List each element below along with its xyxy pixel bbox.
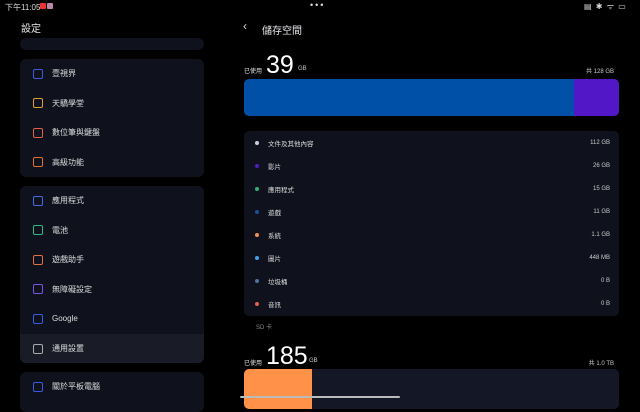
home-indicator[interactable] [240, 396, 400, 398]
learning-icon [33, 98, 43, 109]
sidebar-item[interactable]: 天驕學堂 [20, 89, 204, 118]
category-label: 應用程式 [268, 186, 294, 194]
category-label: 文件及其他內容 [268, 140, 314, 148]
sd-used-value: 185 [266, 342, 308, 370]
category-row[interactable]: 音訊 0 B [244, 292, 619, 315]
storage-usage-bar [244, 79, 619, 116]
sd-section-label: SD 卡 [256, 325, 273, 331]
sidebar-item-label: 高級功能 [52, 157, 84, 167]
category-row[interactable]: 應用程式 15 GB [244, 177, 619, 200]
used-unit: GB [298, 66, 307, 72]
view-icon [33, 68, 43, 79]
sidebar-item[interactable]: 電池 [20, 216, 204, 245]
sidebar-item[interactable]: 高級功能 [20, 148, 204, 177]
tablet-icon [33, 381, 43, 392]
accessibility-icon [33, 284, 43, 295]
category-size: 0 B [600, 277, 610, 284]
category-row[interactable]: 遊戲 11 GB [244, 200, 619, 223]
battery-icon [33, 225, 43, 236]
category-row[interactable]: 垃圾桶 0 B [244, 269, 619, 292]
total-capacity: 共 128 GB [585, 69, 614, 75]
sidebar-item[interactable]: 關於平板電腦 [20, 372, 204, 401]
advanced-icon [33, 157, 43, 168]
category-row[interactable]: 影片 26 GB [244, 154, 619, 177]
category-size: 11 GB [593, 208, 610, 215]
notification-icon [47, 3, 53, 9]
category-color-dot [255, 163, 259, 168]
category-label: 系統 [268, 232, 281, 240]
status-icons: ▤ ✱ ᯤ ▭ [584, 2, 627, 11]
category-color-dot [255, 232, 259, 237]
sidebar-title: 設定 [21, 24, 41, 35]
sidebar-group-3: 關於平板電腦 [20, 372, 204, 412]
sidebar-item-label: 通用設置 [52, 344, 84, 353]
category-color-dot [255, 278, 259, 283]
notification-icon [40, 3, 46, 9]
gamepad-icon [33, 254, 43, 265]
category-size: 15 GB [592, 185, 610, 192]
sidebar-item-label: 應用程式 [52, 196, 84, 205]
sidebar-item[interactable]: 通用設置 [20, 334, 204, 363]
category-row[interactable]: 圖片 448 MB [244, 246, 619, 269]
sidebar-item-label: 遊戲助手 [52, 255, 84, 265]
sidebar-item[interactable]: 數位筆與鍵盤 [20, 118, 204, 147]
usage-segment [244, 79, 574, 116]
category-label: 遊戲 [268, 209, 281, 217]
sd-used-unit: GB [309, 358, 318, 364]
category-color-dot [255, 209, 259, 214]
usage-segment [574, 79, 619, 116]
status-time: 下午11:05 [5, 3, 41, 12]
category-size: 112 GB [590, 139, 610, 146]
multiwindow-dots-icon[interactable]: ••• [310, 0, 326, 10]
sidebar-item[interactable]: 無障礙設定 [20, 275, 204, 304]
category-color-dot [255, 301, 259, 306]
google-icon [33, 313, 43, 324]
sd-usage-bar [244, 369, 619, 409]
sidebar-group-2: 應用程式電池遊戲助手無障礙設定 Google 通用設置 [20, 186, 204, 363]
category-color-dot [255, 255, 259, 260]
sidebar-item[interactable]: 應用程式 [20, 186, 204, 215]
used-label: 已使用 [244, 69, 263, 75]
category-label: 垃圾桶 [268, 278, 288, 286]
category-row[interactable]: 系統 1.1 GB [244, 223, 619, 246]
sidebar-item[interactable]: 遊戲助手 [20, 245, 204, 274]
pen-icon [33, 127, 43, 138]
category-size: 448 MB [589, 254, 610, 261]
sidebar-item[interactable]: Google [20, 304, 204, 333]
category-label: 圖片 [268, 255, 281, 263]
category-size: 0 B [600, 300, 610, 307]
back-button[interactable]: ‹ [243, 19, 247, 33]
sd-usage-fill [244, 369, 312, 409]
sd-used-label: 已使用 [244, 361, 263, 367]
sidebar-item-label: 數位筆與鍵盤 [52, 128, 100, 138]
sd-total-capacity: 共 1.0 TB [588, 361, 614, 367]
sidebar-item-label: 壹視界 [52, 69, 76, 78]
sidebar-item[interactable]: 壹視界 [20, 59, 204, 88]
category-row[interactable]: 文件及其他內容 112 GB [244, 131, 619, 154]
category-label: 音訊 [268, 301, 281, 309]
gear-icon [33, 343, 43, 354]
sidebar-item-label: 無障礙設定 [52, 284, 92, 294]
category-color-dot [255, 140, 259, 145]
sidebar-card-partial [20, 38, 204, 50]
sidebar-item-label: Google [52, 314, 78, 324]
category-size: 26 GB [592, 162, 610, 169]
category-label: 影片 [268, 163, 281, 171]
page-title: 儲存空間 [262, 26, 302, 37]
apps-icon [33, 195, 43, 206]
sidebar-item-label: 關於平板電腦 [52, 382, 100, 391]
sidebar-item-label: 電池 [52, 225, 68, 235]
category-size: 1.1 GB [591, 231, 610, 238]
category-list: 文件及其他內容 112 GB 影片 26 GB 應用程式 15 GB 遊戲 11 GB 系統 1.… [244, 131, 619, 316]
sidebar-group-1: 壹視界天驕學堂數位筆與鍵盤 高級功能 [20, 59, 204, 177]
used-value: 39 [266, 51, 294, 79]
category-color-dot [255, 186, 259, 191]
sidebar-item-label: 天驕學堂 [52, 98, 84, 108]
